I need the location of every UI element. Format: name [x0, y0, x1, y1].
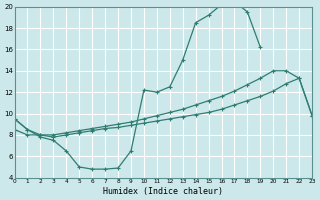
X-axis label: Humidex (Indice chaleur): Humidex (Indice chaleur): [103, 187, 223, 196]
